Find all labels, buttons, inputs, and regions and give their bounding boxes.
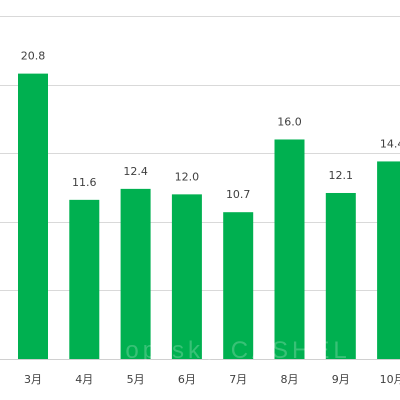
tick-label-7: 10月 xyxy=(380,373,400,386)
bars xyxy=(18,73,400,360)
data-label-4: 10.7 xyxy=(226,188,251,201)
bar-4 xyxy=(223,212,254,359)
tick-label-6: 9月 xyxy=(332,373,350,386)
tick-label-0: 3月 xyxy=(24,373,42,386)
x-tick-labels: 3月 4月 5月 6月 7月 8月 9月 10月 xyxy=(24,373,400,386)
data-label-1: 11.6 xyxy=(72,176,97,189)
tick-label-5: 8月 xyxy=(281,373,299,386)
data-label-7: 14.4 xyxy=(380,137,400,150)
bar-7 xyxy=(377,161,400,359)
tick-label-4: 7月 xyxy=(229,373,247,386)
tick-label-3: 6月 xyxy=(178,373,196,386)
tick-label-1: 4月 xyxy=(75,373,93,386)
bar-5 xyxy=(274,139,305,359)
bar-0 xyxy=(18,73,48,360)
bar-6 xyxy=(325,192,356,359)
data-labels: 20.8 11.6 12.4 12.0 10.7 16.0 12.1 14.4 xyxy=(21,50,400,202)
data-label-0: 20.8 xyxy=(21,50,46,63)
data-label-6: 12.1 xyxy=(329,169,354,182)
bar-1 xyxy=(69,199,100,359)
data-label-2: 12.4 xyxy=(123,165,148,178)
bar-2 xyxy=(120,188,151,359)
bar-3 xyxy=(171,194,202,359)
tick-label-2: 5月 xyxy=(127,373,145,386)
data-label-3: 12.0 xyxy=(175,170,200,183)
data-label-5: 16.0 xyxy=(277,115,302,128)
